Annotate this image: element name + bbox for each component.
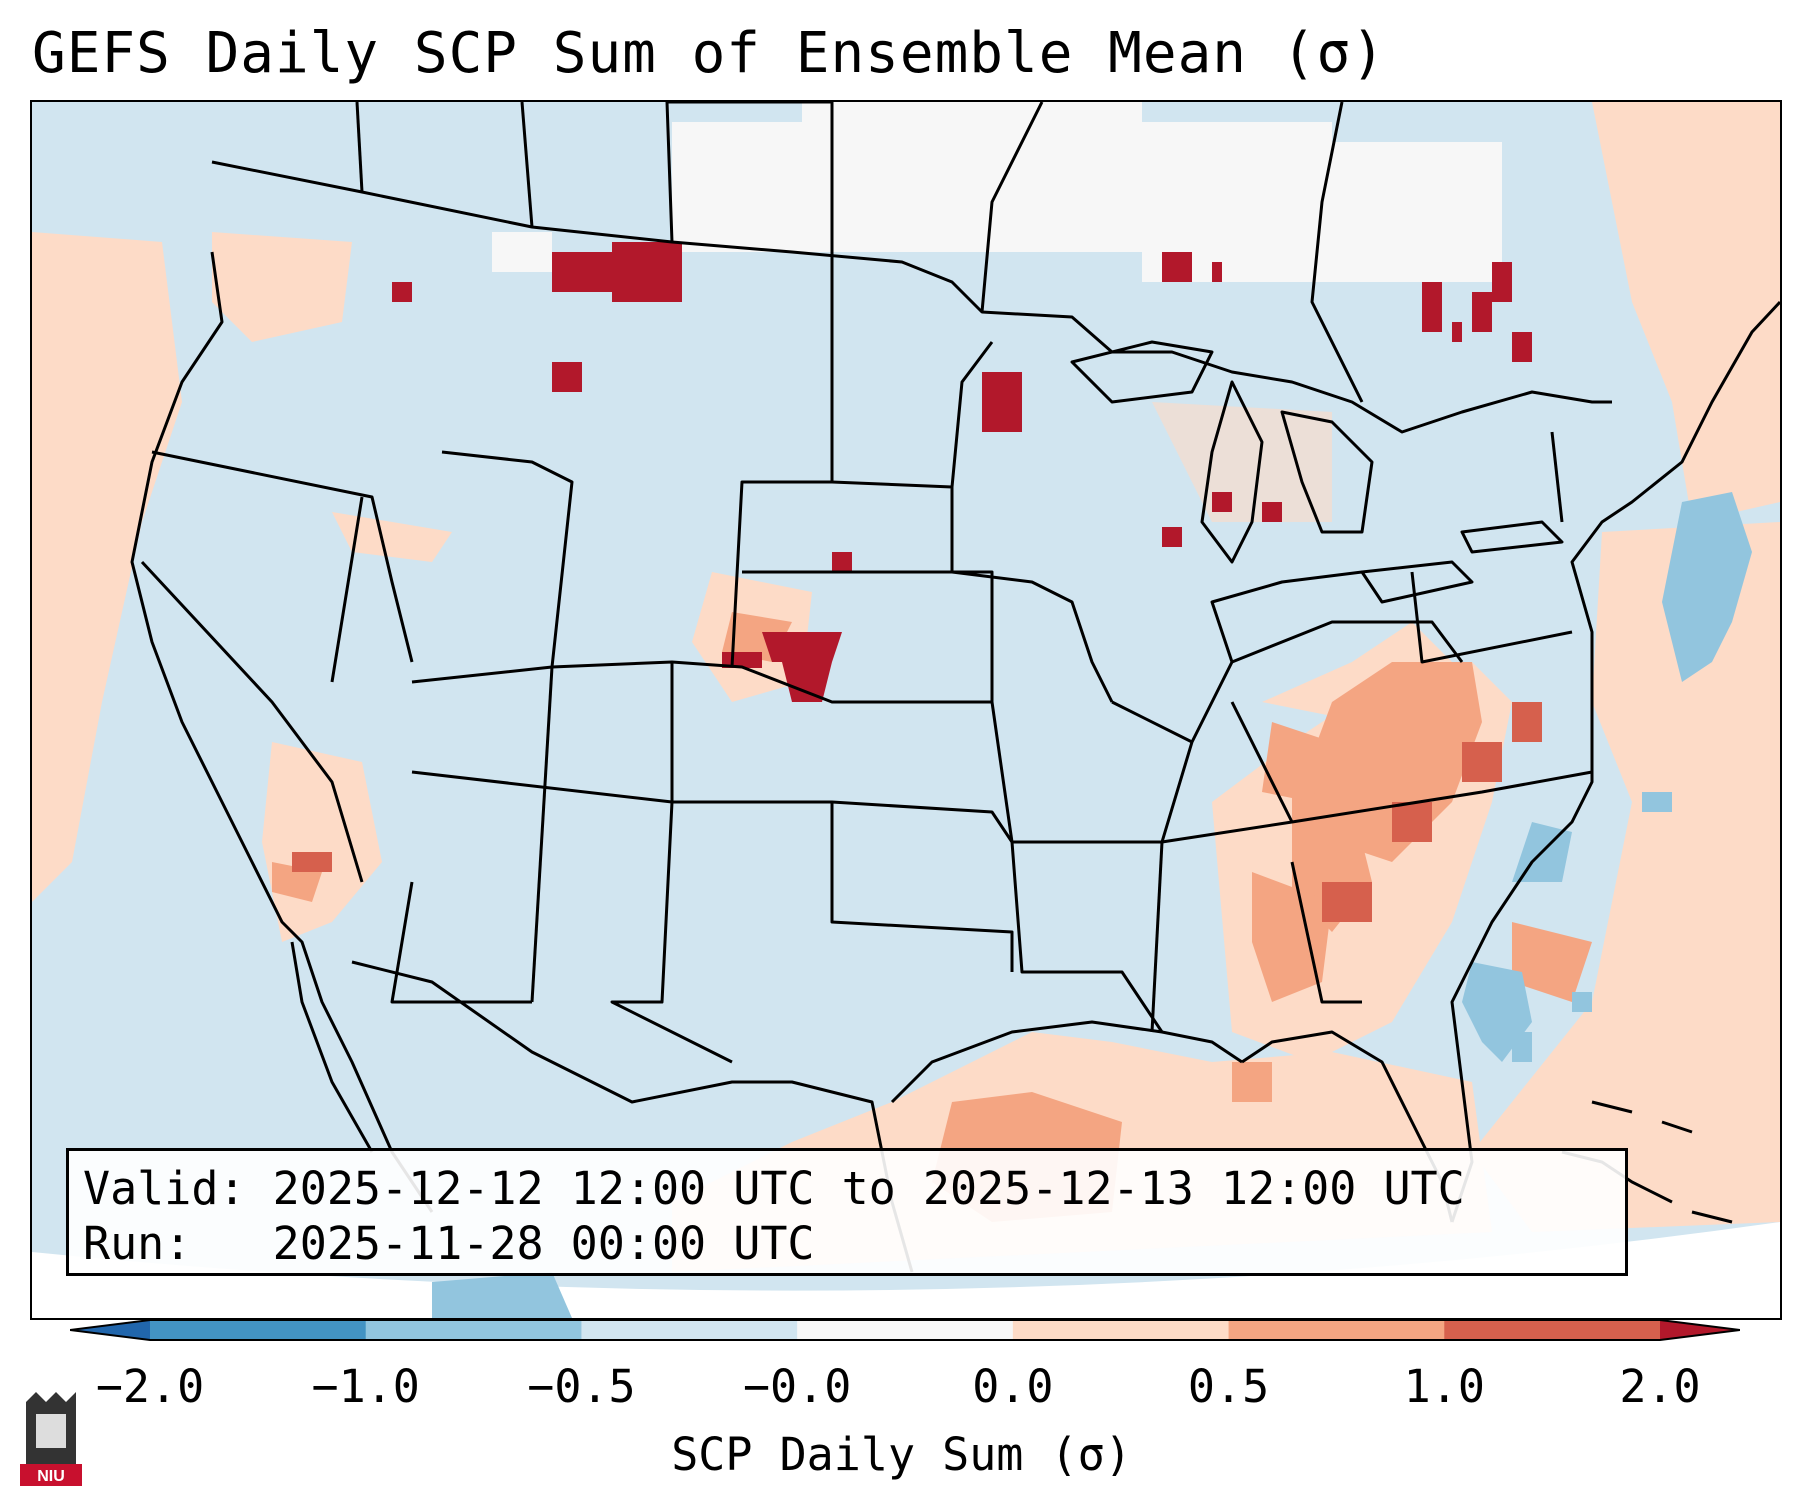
run-label: Run: (83, 1217, 192, 1270)
colorbar-tick-label: −1.0 (311, 1360, 420, 1413)
strong-positive-regions (292, 702, 1542, 922)
colorbar-tick-label: 0.5 (1187, 1360, 1270, 1413)
colorbar-outline (70, 1319, 1740, 1341)
colorbar-label: SCP Daily Sum (σ) (671, 1428, 1132, 1481)
colorbar-segment (581, 1320, 798, 1340)
colorbar-tick-label: 0.0 (972, 1360, 1054, 1413)
map-panel (30, 100, 1782, 1320)
colorbar-segment (1444, 1320, 1661, 1340)
extreme-positive-regions (392, 242, 1532, 702)
colorbar-segment (365, 1320, 582, 1340)
colorbar-segment (1228, 1320, 1445, 1340)
colorbar-tick-label: −0.5 (527, 1360, 636, 1413)
map-title: GEFS Daily SCP Sum of Ensemble Mean (σ) (32, 21, 1386, 86)
colorbar-under-arrow (70, 1320, 150, 1340)
valid-label: Valid: (83, 1162, 246, 1215)
valid-value: 2025-12-12 12:00 UTC to 2025-12-13 12:00… (272, 1162, 1465, 1215)
logo-spires (26, 1392, 76, 1402)
logo-banner (20, 1464, 82, 1486)
colorbar-tick-label: 2.0 (1619, 1360, 1701, 1413)
colorbar-tick-label: 1.0 (1403, 1360, 1485, 1413)
scp-map (32, 102, 1780, 1318)
validity-box: Valid: 2025-12-12 12:00 UTC to 2025-12-1… (66, 1148, 1628, 1276)
near-zero-regions (492, 102, 1502, 282)
colorbar-segment (150, 1320, 367, 1340)
logo-text: NIU (37, 1468, 65, 1485)
colorbar-segment (797, 1320, 1014, 1340)
run-value: 2025-11-28 00:00 UTC (272, 1217, 815, 1270)
colorbar-over-arrow (1660, 1320, 1740, 1340)
colorbar-tick-label: −2.0 (95, 1360, 205, 1413)
colorbar-segment (1012, 1320, 1230, 1340)
colorbar (70, 1319, 1740, 1341)
niu-logo: NIU (20, 1392, 82, 1486)
colorbar-tick-label: −0.0 (742, 1360, 852, 1413)
boundaries (130, 102, 1780, 1273)
colorbar-segments (150, 1320, 1661, 1340)
logo-window (36, 1414, 66, 1448)
